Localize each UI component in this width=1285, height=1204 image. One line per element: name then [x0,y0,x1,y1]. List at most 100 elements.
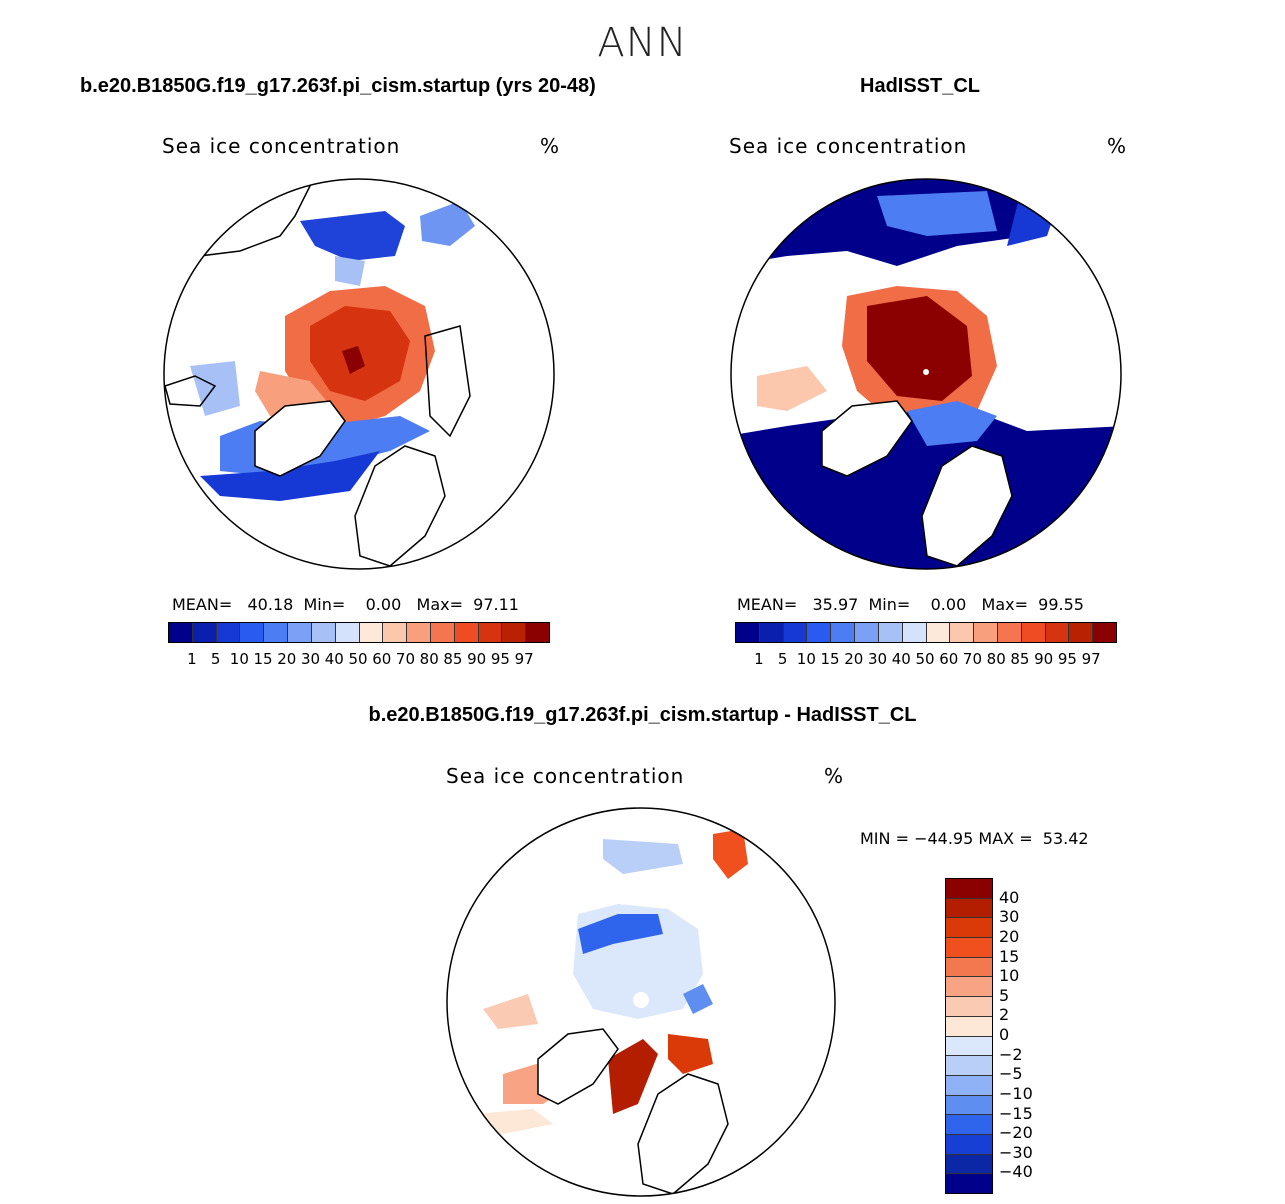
panel1-min-value: 0.00 [365,595,402,614]
panel1-okhotsk-ice [420,201,475,246]
panel2-colorbar-swatch [1069,623,1094,642]
panel3-colorbar-tick-label: −2 [999,1044,1023,1064]
panel3-colorbar-tick-label: −30 [999,1142,1033,1162]
panel2-colorbar-tick-label: 95 [1057,650,1077,668]
page-title: ANN [597,20,688,66]
panel2-colorbar-tick-label: 15 [820,650,840,668]
panel1-colorbar-swatch [240,623,265,642]
panel3-colorbar-ticks: 40 30 20 15 10 5 2 0 −2 −5 −10 −15 −20 −30 −40 [999,878,1059,1192]
panel2-unit-label: % [1107,134,1128,158]
panel2-colorbar-tick-label: 5 [777,650,788,668]
panel2-colorbar-tick-label: 40 [891,650,911,668]
panel3-colorbar-swatch [946,1134,992,1155]
panel2-colorbar-swatch [950,623,975,642]
panel2-scandinavia [921,445,1013,567]
panel1-colorbar-swatch [216,623,241,642]
panel3-map-border [446,807,836,1197]
panel3-colorbar-swatch [946,1154,992,1175]
panel3-colorbar-swatch [946,1056,992,1076]
panel2-max-value: 99.55 [1038,595,1084,614]
panel3-colorbar-tick-label: −15 [999,1103,1033,1123]
panel3-colorbar-swatch [946,977,992,998]
panel1-colorbar-swatch [478,623,503,642]
panel2-colorbar-swatch [1045,623,1070,642]
panel3-colorbar-swatch [946,997,992,1017]
panel2-min-value: 0.00 [930,595,967,614]
panel1-colorbar-tick-label: 90 [467,650,487,668]
panel2-colorbar-tick-label: 60 [939,650,959,668]
panel3-colorbar-tick-label: 15 [999,946,1020,966]
panel3-colorbar-swatch [946,938,992,958]
panel3-title: b.e20.B1850G.f19_g17.263f.pi_cism.startu… [368,704,917,726]
panel1-colorbar-tick-label: 60 [372,650,392,668]
panel2-colorbar-tick-label: 90 [1034,650,1054,668]
panel1-unit-label: % [540,134,561,158]
panel3-colorbar-tick-label: −40 [999,1162,1033,1182]
panel1-colorbar-tick-label: 40 [324,650,344,668]
panel1-colorbar-tick-label: 5 [210,650,221,668]
panel3-max-value: 53.42 [1042,829,1089,848]
panel1-colorbar-tick-label: 85 [443,650,463,668]
panel1-colorbar-tick-label: 70 [395,650,416,668]
panel3-scandinavia [637,1073,729,1195]
panel3-okhotsk-positive [713,829,748,879]
panel1-colorbar-swatch [311,623,336,642]
panel3-polar-map [446,807,836,1197]
panel2-polar-map [730,178,1122,570]
panel1-colorbar-swatch [454,623,479,642]
panel1-colorbar-tick-label: 10 [229,650,249,668]
panel3-colorbar-swatch [946,1095,992,1116]
panel1-colorbar-swatch [288,623,312,642]
panel3-colorbar-swatch [946,1174,992,1193]
panel3-colorbar-swatch [946,1036,992,1057]
panel1-colorbar-swatch [192,623,217,642]
panel1-colorbar-tick-label: 1 [187,650,197,668]
panel1-colorbar-swatch [264,623,289,642]
panel1-map-border [163,178,555,570]
panel2-colorbar-swatch [1021,623,1046,642]
panel2-greenland [821,400,913,477]
panel2-stats: MEAN= 35.97 Min= 0.00 Max= 99.55 [737,595,1084,614]
panel3-colorbar-tick-label: −10 [999,1083,1033,1103]
panel2-colorbar-swatch [736,623,760,642]
panel2-colorbar-swatch [974,623,998,642]
panel3-colorbar-swatch [946,879,992,899]
panel3-colorbar-tick-label: 10 [999,966,1020,986]
panel2-colorbar-swatch [997,623,1022,642]
panel1-colorbar-swatch [383,623,408,642]
panel3-colorbar-tick-label: 5 [999,985,1010,1005]
panel3-greenland [537,1028,619,1105]
panel3-colorbar-tick-label: 40 [999,887,1020,907]
panel2-colorbar-tick-label: 30 [867,650,888,668]
panel3-colorbar-swatch [946,1115,992,1135]
panel3-colorbar-swatch [946,918,992,939]
panel3-stats: MIN = −44.95 MAX = 53.42 [860,829,1089,848]
panel2-colorbar-tick-label: 97 [1081,650,1101,668]
panel1-colorbar-tick-label: 97 [514,650,534,668]
panel3-colorbar-swatch [946,957,992,978]
panel1-colorbar-swatch [169,623,193,642]
panel3-colorbar-tick-label: 30 [999,907,1020,927]
panel3-colorbar-tick-label: −5 [999,1064,1023,1084]
panel3-colorbar-swatch [946,1016,992,1037]
panel1-colorbar-ticks: 1 5 10 15 20 30 40 50 60 70 80 85 90 95 97 [180,650,536,668]
panel2-colorbar-swatch [783,623,808,642]
panel3-colorbar-swatch [946,898,992,919]
panel2-colorbar-tick-label: 80 [986,650,1006,668]
panel1-colorbar-tick-label: 15 [253,650,273,668]
panel1-colorbar-tick-label: 80 [419,650,439,668]
panel3-unit-label: % [824,764,845,788]
panel2-field-label: Sea ice concentration [729,134,968,158]
panel2-colorbar-tick-label: 10 [796,650,816,668]
panel2-colorbar-tick-label: 70 [962,650,983,668]
panel1-colorbar-swatch [502,623,527,642]
panel3-colorbar-swatch [946,1075,992,1096]
panel3-colorbar-tick-label: 20 [999,926,1020,946]
panel3-min-value: −44.95 [914,829,974,848]
panel2-colorbar [735,622,1117,643]
panel2-colorbar-tick-label: 1 [754,650,764,668]
panel1-colorbar-swatch [526,623,549,642]
panel1-colorbar-swatch [335,623,360,642]
panel1-mean-value: 40.18 [247,595,294,614]
panel1-colorbar-tick-label: 30 [300,650,321,668]
